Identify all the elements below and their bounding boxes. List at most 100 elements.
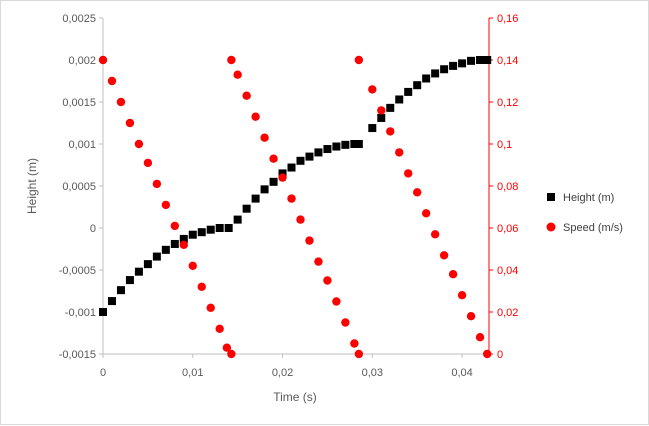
height-point [377, 113, 386, 122]
height-point [242, 204, 251, 213]
speed-point [134, 139, 144, 149]
speed-point [323, 276, 332, 285]
height-point [287, 163, 296, 172]
height-point [395, 95, 404, 104]
speed-point [222, 343, 232, 352]
height-point [179, 234, 188, 243]
speed-point [233, 70, 242, 79]
y2-tick-label: 0 [497, 349, 503, 361]
speed-point [395, 148, 404, 157]
height-point [269, 177, 278, 186]
speed-point [296, 215, 305, 224]
legend-marker-height [547, 193, 555, 201]
y2-tick-label: 0,02 [497, 307, 518, 319]
y-tick-label: -0,001 [65, 307, 96, 319]
y2-tick-label: 0,16 [497, 13, 518, 25]
ticks-layer: -0,0015 -0,001 -0,0005 0 0,0005 0,001 0,0015 0,… [59, 13, 519, 379]
speed-point [116, 97, 126, 107]
height-point [404, 87, 413, 96]
height-point [116, 286, 125, 295]
height-point [386, 103, 395, 112]
speed-point [404, 169, 413, 178]
speed-point [287, 194, 296, 203]
speed-point [179, 240, 188, 249]
y-tick-label: 0,0015 [62, 97, 96, 109]
height-point [278, 169, 287, 178]
height-point [341, 140, 350, 149]
height-point [305, 152, 314, 161]
speed-point [448, 270, 458, 279]
height-point [350, 140, 359, 148]
speed-point [466, 312, 476, 321]
speed-point [125, 118, 135, 128]
height-point [332, 142, 341, 151]
speed-point [206, 303, 215, 312]
x-axis-title: Time (s) [273, 390, 317, 404]
speed-point [430, 230, 440, 239]
speed-point [354, 55, 364, 65]
y-tick-label: -0,0015 [59, 349, 96, 361]
speed-point [278, 173, 287, 182]
height-point [323, 145, 332, 154]
height-point [260, 185, 269, 194]
speed-point [260, 133, 269, 142]
speed-point [227, 55, 236, 65]
height-point [476, 56, 485, 64]
speed-point [197, 282, 206, 291]
height-point [440, 65, 449, 74]
speed-point [269, 154, 278, 163]
speed-point [314, 257, 323, 266]
speed-point [188, 261, 197, 270]
speed-point [152, 179, 162, 189]
height-point [296, 156, 305, 165]
speed-point [421, 209, 431, 218]
speed-point [439, 251, 449, 260]
height-point [251, 194, 260, 203]
height-point [354, 140, 363, 148]
height-point [233, 215, 242, 224]
legend-label-speed: Speed (m/s) [563, 222, 623, 234]
height-point [170, 239, 179, 248]
series-layer [98, 55, 492, 359]
height-point [224, 224, 233, 232]
height-point [188, 230, 197, 239]
speed-point [341, 318, 350, 327]
speed-point [483, 349, 492, 359]
y-tick-label: 0,0005 [62, 181, 96, 193]
height-point [413, 81, 422, 90]
y-axis-title: Height (m) [25, 158, 39, 214]
height-point [449, 61, 458, 70]
speed-point [368, 85, 377, 94]
y2-tick-label: 0,08 [497, 181, 518, 193]
x-tick-label: 0,02 [272, 367, 293, 379]
y2-tick-label: 0,1 [497, 139, 512, 151]
speed-point [332, 297, 341, 306]
height-point [107, 297, 116, 306]
y-tick-label: 0 [90, 223, 96, 235]
legend-marker-speed [546, 222, 556, 232]
height-point [161, 245, 170, 254]
x-tick-label: 0 [100, 367, 106, 379]
speed-point [227, 349, 236, 359]
speed-point [215, 324, 224, 333]
speed-point [457, 291, 467, 300]
height-point [431, 69, 440, 78]
speed-point [475, 333, 485, 342]
speed-point [354, 349, 364, 359]
series-speed [98, 55, 492, 359]
series-height [99, 56, 492, 316]
y2-tick-label: 0,06 [497, 223, 518, 235]
speed-point [305, 236, 314, 245]
height-point [134, 267, 143, 276]
height-point [483, 56, 492, 64]
height-point [125, 276, 134, 285]
y2-tick-label: 0,04 [497, 265, 518, 277]
speed-point [251, 112, 260, 121]
height-point [215, 224, 224, 232]
y-tick-label: 0,001 [68, 139, 96, 151]
height-point [143, 260, 152, 269]
y2-tick-label: 0,12 [497, 97, 518, 109]
height-point [314, 148, 323, 157]
